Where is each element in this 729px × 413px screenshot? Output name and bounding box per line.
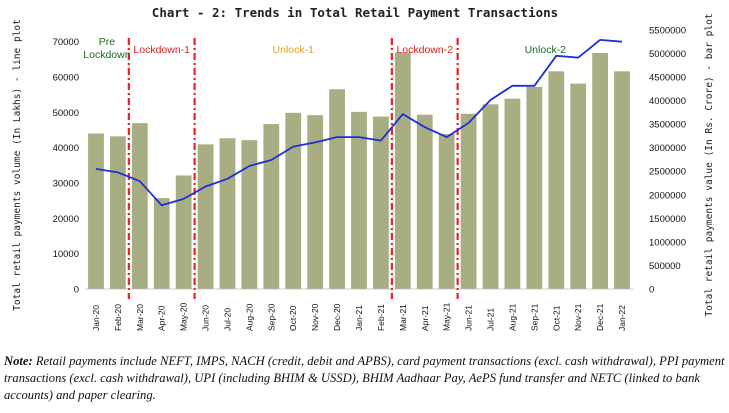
y-right-tick-2000000: 2000000	[649, 190, 686, 201]
x-tick-Sep-20: Sep-20	[266, 303, 276, 331]
bar-Apr-20	[153, 198, 170, 289]
bar-Sep-20	[263, 124, 280, 289]
y-right-tick-5000000: 5000000	[649, 49, 686, 60]
bar-Nov-21	[570, 83, 587, 290]
phase-label-2: Lockdown-1	[133, 44, 190, 56]
bar-Jul-20	[219, 138, 236, 289]
bar-Aug-20	[241, 140, 258, 289]
x-tick-Aug-20: Aug-20	[244, 303, 254, 331]
bar-Apr-21	[416, 114, 433, 289]
y-left-tick-10000: 10000	[53, 249, 79, 260]
y-right-tick-1500000: 1500000	[649, 214, 686, 225]
bar-Dec-20	[329, 89, 345, 289]
y-right-tick-1000000: 1000000	[649, 237, 686, 248]
bar-Mar-20	[131, 123, 148, 290]
x-tick-Jun-20: Jun-20	[201, 305, 211, 331]
chart-note: Note: Retail payments include NEFT, IMPS…	[4, 353, 726, 404]
x-tick-Feb-21: Feb-21	[376, 304, 386, 331]
x-tick-Jul-20: Jul-20	[222, 308, 232, 331]
x-tick-Mar-20: Mar-20	[135, 304, 145, 331]
x-tick-Jun-21: Jun-21	[464, 305, 474, 331]
x-tick-Dec-21: Dec-21	[595, 303, 605, 331]
bar-Oct-20	[285, 112, 302, 289]
x-tick-Apr-20: Apr-20	[157, 305, 167, 331]
x-tick-Jul-21: Jul-21	[486, 308, 496, 331]
bar-Feb-20	[109, 136, 126, 289]
bar-Jan-22	[614, 71, 630, 289]
y-right-tick-500000: 500000	[649, 261, 681, 272]
y-left-tick-20000: 20000	[53, 214, 79, 225]
x-tick-Jan-20: Jan-20	[91, 305, 101, 331]
x-tick-May-21: May-21	[442, 302, 452, 331]
bar-Oct-21	[548, 71, 565, 289]
x-tick-Sep-21: Sep-21	[529, 303, 539, 331]
x-tick-Aug-21: Aug-21	[507, 303, 517, 331]
y-left-tick-60000: 60000	[53, 73, 79, 84]
bar-Jun-21	[460, 113, 477, 289]
note-text: Retail payments include NEFT, IMPS, NACH…	[4, 354, 725, 402]
note-label: Note:	[4, 354, 33, 368]
bar-May-20	[175, 175, 192, 289]
bar-Aug-21	[504, 98, 521, 289]
y-right-tick-2500000: 2500000	[649, 167, 686, 178]
y-left-tick-0: 0	[74, 285, 79, 296]
x-tick-Jan-22: Jan-22	[617, 305, 627, 331]
y-right-tick-3000000: 3000000	[649, 143, 686, 154]
y-right-tick-5500000: 5500000	[649, 25, 686, 36]
x-tick-Apr-21: Apr-21	[420, 305, 430, 331]
bar-Jan-20	[88, 133, 104, 289]
x-tick-Nov-21: Nov-21	[573, 303, 583, 331]
chart-title: Chart - 2: Trends in Total Retail Paymen…	[152, 5, 558, 20]
x-tick-Mar-21: Mar-21	[398, 304, 408, 331]
bar-Nov-20	[307, 115, 324, 289]
bar-Jan-21	[351, 111, 367, 290]
y-right-tick-4500000: 4500000	[649, 73, 686, 84]
phase-label-3: Unlock-1	[273, 44, 315, 56]
bar-Feb-21	[373, 116, 389, 289]
x-tick-Oct-21: Oct-21	[551, 305, 561, 331]
y-right-tick-0: 0	[649, 285, 654, 296]
x-tick-Feb-20: Feb-20	[113, 304, 123, 331]
chart: Chart - 2: Trends in Total Retail Paymen…	[12, 5, 715, 331]
y-left-tick-50000: 50000	[53, 108, 79, 119]
x-tick-Dec-20: Dec-20	[332, 303, 342, 331]
y-left-tick-40000: 40000	[53, 143, 79, 154]
y-left-axis-title: Total retail payments volume (In Lakhs) …	[12, 19, 23, 311]
y-right-tick-3500000: 3500000	[649, 120, 686, 131]
bar-Dec-21	[592, 52, 609, 290]
y-left-tick-70000: 70000	[53, 37, 79, 48]
phase-label-1: Pre	[99, 36, 116, 48]
x-tick-May-20: May-20	[179, 302, 189, 331]
phase-label-4: Lockdown-2	[396, 44, 453, 56]
y-right-axis-title: Total retail payments value (In Rs. Cror…	[704, 13, 715, 316]
volume-line	[95, 39, 623, 207]
x-tick-Oct-20: Oct-20	[288, 305, 298, 331]
bar-Sep-21	[526, 86, 543, 289]
bar-Jul-21	[482, 104, 499, 289]
phase-label-1-line2: Lockdown	[83, 49, 130, 61]
phase-label-5: Unlock-2	[525, 44, 567, 56]
x-tick-Nov-20: Nov-20	[310, 303, 320, 331]
y-right-tick-4000000: 4000000	[649, 96, 686, 107]
bar-Jun-20	[197, 144, 214, 289]
x-tick-Jan-21: Jan-21	[354, 305, 364, 331]
y-left-tick-30000: 30000	[53, 179, 79, 190]
bar-Mar-21	[394, 52, 411, 289]
bar-May-21	[438, 134, 455, 289]
